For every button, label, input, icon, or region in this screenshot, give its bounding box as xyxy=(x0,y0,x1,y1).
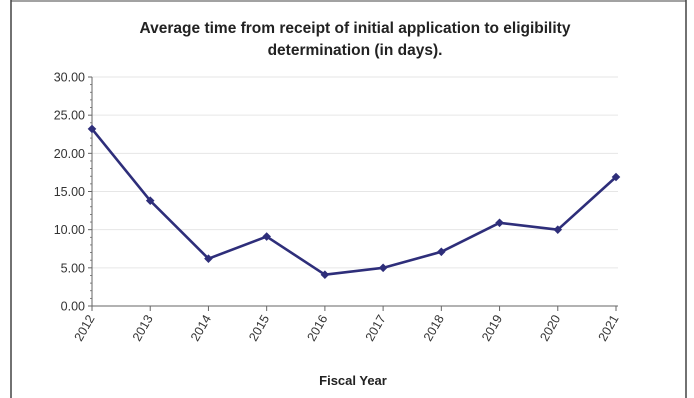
y-tick-label: 30.00 xyxy=(54,71,85,85)
chart-title-line-1: Average time from receipt of initial app… xyxy=(140,20,571,37)
x-tick-labels: 2012 2013 2014 2015 2016 2017 2018 2019 2020 2021 xyxy=(72,312,622,343)
y-tick-label: 5.00 xyxy=(61,261,85,275)
grid-lines xyxy=(92,76,618,269)
x-tick-label: 2012 xyxy=(72,312,98,343)
series-line xyxy=(90,128,617,277)
x-tick-label: 2021 xyxy=(596,312,622,343)
y-tick-label: 15.00 xyxy=(54,185,85,199)
data-point xyxy=(320,270,330,280)
data-point xyxy=(204,254,213,263)
chart-title-line-2: determination (in days). xyxy=(268,42,443,59)
x-tick-label: 2019 xyxy=(479,312,505,343)
data-point xyxy=(495,218,504,228)
x-tick-label: 2017 xyxy=(363,312,389,343)
data-point xyxy=(437,247,446,257)
data-point xyxy=(553,225,563,234)
x-tick-label: 2013 xyxy=(130,312,156,343)
data-point xyxy=(262,232,271,241)
y-tick-label: 0.00 xyxy=(61,300,85,314)
y-tick-labels: 0.00 5.00 10.00 15.00 20.00 25.00 30.00 xyxy=(54,71,85,314)
x-tick-label: 2015 xyxy=(246,312,272,343)
data-point xyxy=(611,172,621,182)
x-tick-label: 2014 xyxy=(188,312,214,343)
data-point xyxy=(378,263,388,273)
x-tick-label: 2016 xyxy=(304,312,330,343)
data-point xyxy=(145,196,155,205)
y-tick-label: 25.00 xyxy=(54,109,85,123)
series-layer xyxy=(87,124,621,280)
data-point xyxy=(87,124,97,134)
x-axis-label: Fiscal Year xyxy=(319,373,387,388)
y-tick-label: 10.00 xyxy=(54,223,85,237)
axes xyxy=(88,76,618,311)
x-tick-label: 2018 xyxy=(421,312,447,343)
x-tick-label: 2020 xyxy=(537,312,563,343)
y-tick-label: 20.00 xyxy=(54,147,85,161)
